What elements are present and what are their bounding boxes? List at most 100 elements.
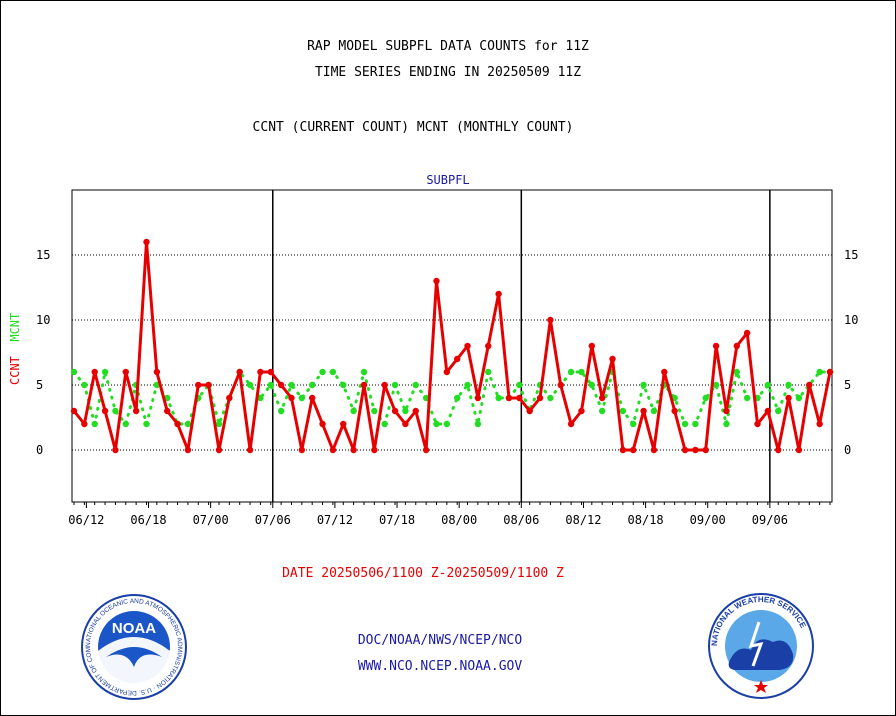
data-point-mcnt	[246, 381, 254, 389]
data-point-ccnt	[702, 446, 709, 454]
data-point-mcnt	[433, 420, 440, 428]
chart-title-line1: RAP MODEL SUBPFL DATA COUNTS for 11Z	[307, 39, 589, 54]
data-point-mcnt	[692, 420, 699, 428]
data-point-ccnt	[474, 394, 482, 402]
data-point-mcnt	[764, 381, 772, 389]
data-point-ccnt	[236, 368, 243, 376]
data-point-ccnt	[526, 407, 533, 415]
data-point-ccnt	[91, 368, 98, 376]
x-tick-label: 06/12	[68, 513, 104, 527]
data-point-ccnt	[164, 407, 171, 415]
data-point-ccnt	[557, 381, 564, 389]
data-point-mcnt	[215, 420, 223, 428]
x-tick-label: 08/06	[503, 513, 539, 527]
footer-www-text: WWW.NCO.NCEP.NOAA.GOV	[357, 659, 523, 674]
data-point-mcnt	[495, 394, 502, 402]
y-tick-label-left: 10	[36, 313, 50, 327]
data-point-ccnt	[547, 316, 554, 324]
data-point-ccnt	[360, 381, 368, 389]
data-point-mcnt	[257, 394, 264, 402]
y-tick-label-left: 15	[36, 248, 50, 262]
data-point-ccnt	[205, 381, 212, 389]
data-point-ccnt	[329, 446, 337, 454]
x-tick-label: 07/06	[255, 513, 291, 527]
data-point-mcnt	[267, 381, 274, 389]
noaa-logo-text: NOAA	[112, 620, 156, 637]
data-point-ccnt	[195, 381, 202, 389]
date-range-label: DATE 20250506/1100 Z-20250509/1100 Z	[282, 566, 564, 581]
data-point-mcnt	[288, 381, 295, 389]
data-point-mcnt	[371, 407, 378, 415]
x-tick-label: 08/18	[628, 513, 664, 527]
data-point-ccnt	[516, 394, 523, 402]
data-point-ccnt	[485, 342, 492, 350]
data-point-ccnt	[505, 394, 513, 402]
data-point-ccnt	[340, 420, 347, 428]
data-point-mcnt	[588, 381, 596, 389]
data-point-ccnt	[153, 368, 161, 376]
data-point-ccnt	[743, 329, 751, 337]
data-point-ccnt	[298, 446, 306, 454]
data-point-ccnt	[578, 407, 585, 415]
data-point-ccnt	[122, 368, 129, 376]
data-point-mcnt	[733, 368, 740, 376]
data-point-ccnt	[267, 368, 274, 376]
data-point-mcnt	[485, 368, 492, 376]
data-point-ccnt	[422, 446, 430, 454]
x-tick-label: 08/12	[565, 513, 601, 527]
y-tick-label-left: 5	[36, 378, 43, 392]
data-point-ccnt	[826, 368, 834, 376]
data-point-ccnt	[598, 394, 606, 402]
y-tick-label-left: 0	[36, 443, 43, 457]
data-point-ccnt	[795, 446, 803, 454]
data-point-mcnt	[443, 420, 451, 428]
data-point-mcnt	[298, 394, 306, 402]
data-point-ccnt	[308, 394, 316, 402]
data-point-ccnt	[723, 407, 730, 415]
x-tick-label: 07/18	[379, 513, 415, 527]
series-line-mcnt	[72, 370, 832, 426]
data-point-mcnt	[319, 368, 326, 376]
x-tick-label: 09/00	[690, 513, 726, 527]
data-point-mcnt	[516, 381, 523, 389]
data-point-ccnt	[733, 342, 740, 350]
data-point-ccnt	[640, 407, 647, 415]
data-point-ccnt	[764, 407, 772, 415]
data-point-mcnt	[453, 394, 461, 402]
data-point-ccnt	[143, 238, 150, 246]
y-tick-label-right: 15	[844, 248, 858, 262]
data-point-ccnt	[81, 420, 88, 428]
chart-title-line2: TIME SERIES ENDING IN 20250509 11Z	[314, 65, 582, 80]
data-point-mcnt	[360, 368, 368, 376]
data-point-mcnt	[650, 407, 658, 415]
x-tick-label: 06/18	[130, 513, 166, 527]
data-point-mcnt	[101, 368, 109, 376]
data-point-ccnt	[567, 420, 575, 428]
data-point-mcnt	[329, 368, 337, 376]
data-point-mcnt	[598, 407, 606, 415]
data-point-mcnt	[81, 381, 88, 389]
data-point-mcnt	[640, 381, 647, 389]
x-tick-label: 07/00	[193, 513, 229, 527]
data-point-ccnt	[101, 407, 109, 415]
data-point-ccnt	[381, 381, 388, 389]
data-point-mcnt	[350, 407, 357, 415]
data-point-ccnt	[412, 407, 419, 415]
data-point-ccnt	[288, 394, 295, 402]
data-point-ccnt	[785, 394, 792, 402]
data-point-ccnt	[132, 407, 140, 415]
data-point-ccnt	[391, 407, 399, 415]
data-point-mcnt	[464, 381, 471, 389]
data-point-mcnt	[775, 407, 782, 415]
data-point-ccnt	[402, 420, 409, 428]
data-point-ccnt	[433, 277, 440, 285]
data-point-mcnt	[122, 420, 129, 428]
data-point-ccnt	[246, 446, 254, 454]
data-point-ccnt	[174, 420, 181, 428]
data-point-mcnt	[381, 420, 388, 428]
data-point-mcnt	[630, 420, 637, 428]
data-point-mcnt	[547, 394, 554, 402]
data-point-ccnt	[536, 394, 544, 402]
data-point-ccnt	[712, 342, 720, 350]
